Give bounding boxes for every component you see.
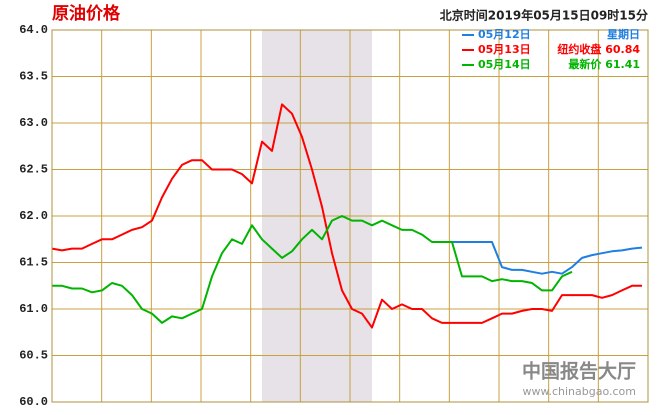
lines [51,103,643,329]
chart-title: 原油价格 [52,3,121,24]
y-tick-label: 63.5 [19,70,48,84]
legend-note: 纽约收盘 60.84 [557,42,640,56]
plot-frame [51,29,649,403]
series-line [452,241,643,275]
y-tick-label: 60.0 [19,395,48,409]
legend: 05月12日 星期日 05月13日 纽约收盘 60.84 05月14日 最新价 61.41 [462,27,640,71]
y-tick-label: 61.5 [19,256,48,270]
y-tick-label: 64.0 [19,23,48,37]
chart-subtitle: 北京时间2019年05月15日09时15分 [440,8,648,23]
grid [52,29,648,403]
series-line [51,103,642,329]
legend-note: 最新价 61.41 [568,57,640,71]
legend-label: 05月13日 [478,43,531,56]
y-tick-label: 60.5 [19,349,48,363]
y-tick-label: 61.0 [19,302,48,316]
legend-label: 05月14日 [478,58,531,71]
legend-label: 05月12日 [478,28,531,41]
y-tick-label: 63.0 [19,116,48,130]
y-tick-label: 62.0 [19,209,48,223]
watermark-url: www.chinabgao.com [523,385,637,398]
series-line [52,215,573,324]
y-tick-label: 62.5 [19,163,48,177]
legend-note: 星期日 [607,27,640,41]
watermark-name: 中国报告大厅 [522,360,636,383]
